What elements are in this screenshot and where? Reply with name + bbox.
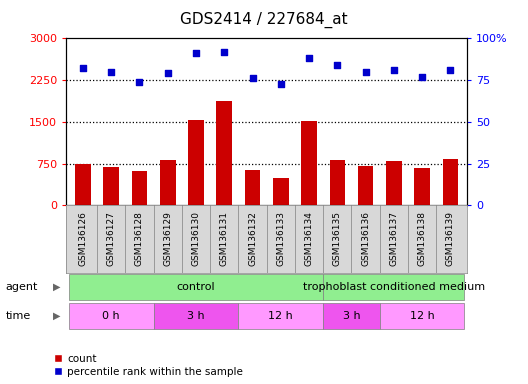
Bar [216,101,232,205]
Point [333,62,342,68]
Text: GSM136127: GSM136127 [107,211,116,266]
Text: GSM136130: GSM136130 [192,211,201,266]
Bar [188,120,204,205]
Bar [323,303,380,329]
Text: GSM136134: GSM136134 [305,211,314,266]
Point [107,69,116,75]
Point [192,50,200,56]
Text: GSM136137: GSM136137 [389,211,398,266]
Text: ▶: ▶ [53,282,60,292]
Bar [131,171,147,205]
Bar [358,167,373,205]
Point [277,80,285,86]
Bar [160,160,175,205]
Text: 12 h: 12 h [410,311,435,321]
Text: GSM136128: GSM136128 [135,211,144,266]
Text: GDS2414 / 227684_at: GDS2414 / 227684_at [180,12,348,28]
Bar [238,303,323,329]
Point [390,67,398,73]
Point [418,74,426,80]
Bar [103,167,119,205]
Point [79,65,87,71]
Point [305,55,313,61]
Text: GSM136139: GSM136139 [446,211,455,266]
Point [164,70,172,76]
Bar [245,170,260,205]
Text: GSM136126: GSM136126 [79,211,88,266]
Bar [323,274,465,300]
Legend: count, percentile rank within the sample: count, percentile rank within the sample [53,354,243,377]
Point [361,69,370,75]
Bar [386,161,402,205]
Text: GSM136129: GSM136129 [163,211,172,266]
Text: trophoblast conditioned medium: trophoblast conditioned medium [303,282,485,292]
Text: 3 h: 3 h [343,311,360,321]
Point [446,67,455,73]
Text: 12 h: 12 h [268,311,293,321]
Text: time: time [5,311,31,321]
Bar [442,159,458,205]
Bar [301,121,317,205]
Text: 0 h: 0 h [102,311,120,321]
Text: GSM136133: GSM136133 [276,211,285,266]
Point [248,75,257,81]
Text: GSM136136: GSM136136 [361,211,370,266]
Text: ▶: ▶ [53,311,60,321]
Bar [154,303,238,329]
Point [220,49,229,55]
Bar [414,167,430,205]
Text: GSM136138: GSM136138 [418,211,427,266]
Point [135,79,144,85]
Bar [380,303,465,329]
Text: GSM136132: GSM136132 [248,211,257,266]
Bar [69,303,154,329]
Bar [69,274,323,300]
Text: 3 h: 3 h [187,311,205,321]
Text: agent: agent [5,282,37,292]
Bar [329,160,345,205]
Text: GSM136131: GSM136131 [220,211,229,266]
Text: control: control [177,282,215,292]
Bar [273,178,288,205]
Bar [75,164,91,205]
Text: GSM136135: GSM136135 [333,211,342,266]
